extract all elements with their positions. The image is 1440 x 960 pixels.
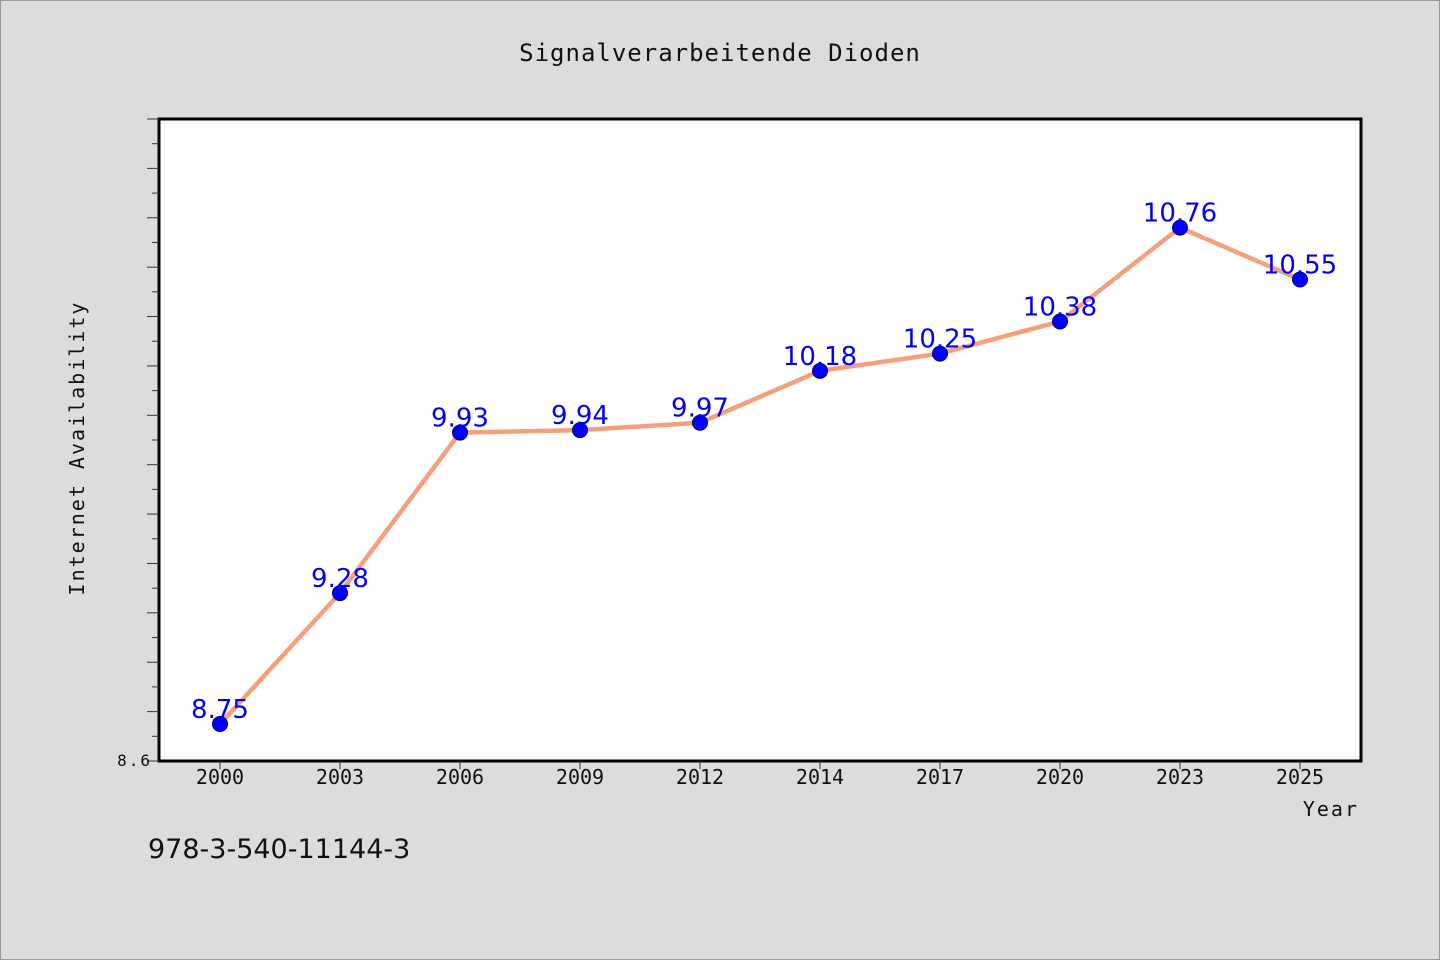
data-label: 9.97	[671, 394, 729, 424]
data-label: 8.75	[191, 695, 249, 725]
data-point	[1292, 271, 1308, 288]
x-tick-label: 2023	[1156, 765, 1204, 789]
series-line	[217, 225, 1303, 727]
data-point	[572, 422, 588, 439]
data-label: 9.28	[311, 564, 369, 594]
x-tick-label: 2012	[676, 765, 724, 789]
x-tick-label: 2006	[436, 765, 484, 789]
data-label: 10.25	[903, 325, 977, 355]
data-point	[1172, 219, 1188, 236]
data-point	[692, 414, 708, 431]
y-axis-min-label: 8.6	[117, 751, 152, 770]
y-axis-label: Internet Availability	[65, 301, 89, 596]
x-tick-label: 2020	[1036, 765, 1084, 789]
data-label: 10.55	[1263, 251, 1337, 281]
isbn-note: 978-3-540-11144-3	[148, 834, 411, 865]
x-axis-ticks: 2000 2003 2006 2009 2012 2014 2017 2020 2023 2025	[196, 761, 1324, 789]
data-label: 9.93	[431, 404, 489, 434]
data-point	[332, 585, 348, 602]
chart-title: Signalverarbeitende Dioden	[519, 39, 921, 67]
data-label: 10.76	[1143, 199, 1217, 229]
data-point	[452, 424, 468, 441]
data-labels-layer: 8.75 9.28 9.93 9.94 9.97 10.18 10.25 10.38 10.76…	[191, 199, 1337, 725]
y-axis-ticks	[147, 118, 159, 762]
x-tick-label: 2009	[556, 765, 604, 789]
x-tick-label: 2017	[916, 765, 964, 789]
x-tick-label: 2003	[316, 765, 364, 789]
plot-area	[157, 117, 1363, 763]
x-tick-label: 2014	[796, 765, 844, 789]
data-point	[932, 345, 948, 362]
x-tick-label: 2025	[1276, 765, 1324, 789]
data-label: 10.18	[783, 342, 857, 372]
data-label: 9.94	[551, 401, 609, 431]
data-point	[812, 362, 828, 379]
data-point	[1052, 313, 1068, 330]
x-axis-label: Year	[1303, 797, 1359, 821]
data-point	[212, 715, 228, 732]
data-label: 10.38	[1023, 292, 1097, 322]
series-layer	[212, 219, 1308, 732]
x-tick-label: 2000	[196, 765, 244, 789]
